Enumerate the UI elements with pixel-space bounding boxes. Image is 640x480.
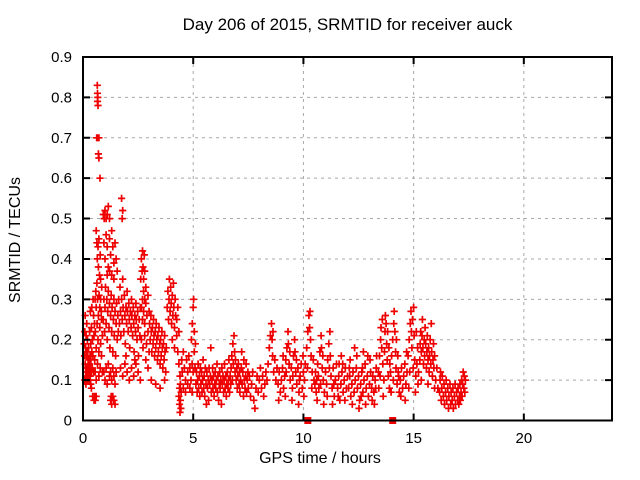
y-tick-label: 0.5 bbox=[51, 211, 72, 228]
x-tick-label: 15 bbox=[405, 430, 422, 447]
y-tick-label: 0.7 bbox=[51, 130, 72, 147]
data-points-SRMTID bbox=[80, 81, 469, 416]
y-tick-label: 0 bbox=[64, 413, 72, 430]
x-tick-label: 10 bbox=[295, 430, 312, 447]
x-tick-labels: 0 5 10 15 20 bbox=[79, 430, 532, 447]
x-tick-label: 0 bbox=[79, 430, 87, 447]
x-tick-label: 5 bbox=[189, 430, 197, 447]
y-tick-label: 0.9 bbox=[51, 49, 72, 66]
y-tick-label: 0.1 bbox=[51, 372, 72, 389]
plot-border bbox=[82, 56, 613, 422]
y-tick-label: 0.2 bbox=[51, 332, 72, 349]
y-tick-label: 0.6 bbox=[51, 170, 72, 187]
chart-title: Day 206 of 2015, SRMTID for receiver auc… bbox=[182, 15, 513, 34]
x-tick-label: 20 bbox=[515, 430, 532, 447]
y-tick-labels: 0 0.1 0.2 0.3 0.4 0.5 0.6 0.7 0.8 0.9 bbox=[51, 49, 72, 430]
y-tick-label: 0.8 bbox=[51, 89, 72, 106]
x-axis-label: GPS time / hours bbox=[259, 450, 381, 467]
y-tick-label: 0.4 bbox=[51, 251, 72, 268]
y-tick-label: 0.3 bbox=[51, 291, 72, 308]
